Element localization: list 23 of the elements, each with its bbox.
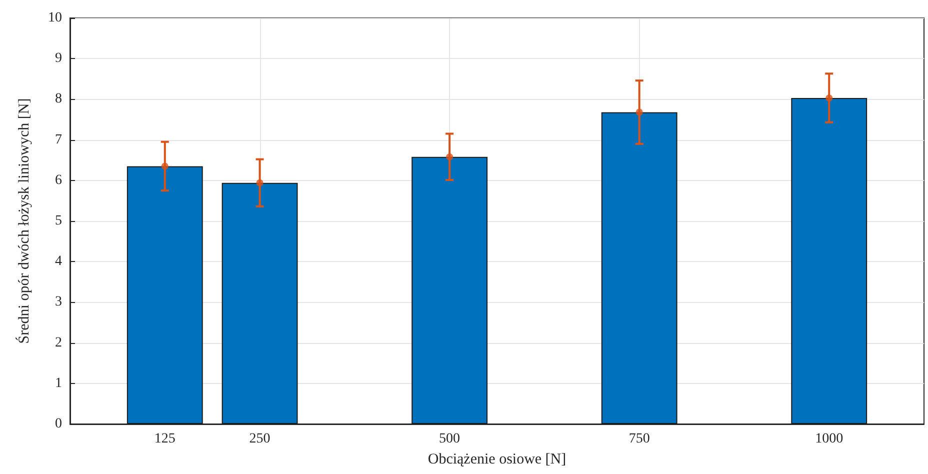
point <box>636 108 643 116</box>
x-tick-label: 1000 <box>815 432 844 446</box>
y-tick-label: 1 <box>55 376 62 391</box>
y-tick-label: 9 <box>55 51 62 66</box>
x-tick-label: 750 <box>628 432 650 446</box>
x-axis-title: Obciążenie osiowe [N] <box>428 452 566 468</box>
y-tick-label: 0 <box>55 416 62 432</box>
x-tick-label: 125 <box>154 432 176 446</box>
y-tick-label: 2 <box>55 335 62 350</box>
y-tick-label: 7 <box>55 132 62 148</box>
y-axis-title: Średni opór dwóch łożysk liniowych [N] <box>16 98 32 344</box>
x-tick-label: 250 <box>249 432 270 446</box>
y-tick-label: 8 <box>55 92 62 107</box>
x-tick-label: 500 <box>439 432 460 446</box>
point <box>256 179 264 186</box>
y-tick-label: 4 <box>55 254 62 270</box>
y-tick-label: 5 <box>55 214 62 228</box>
point <box>161 162 168 170</box>
point <box>826 94 833 102</box>
y-tick-label: 6 <box>55 172 62 188</box>
y-tick-label: 10 <box>48 10 62 26</box>
y-tick-label: 3 <box>55 294 62 310</box>
point <box>446 153 454 160</box>
